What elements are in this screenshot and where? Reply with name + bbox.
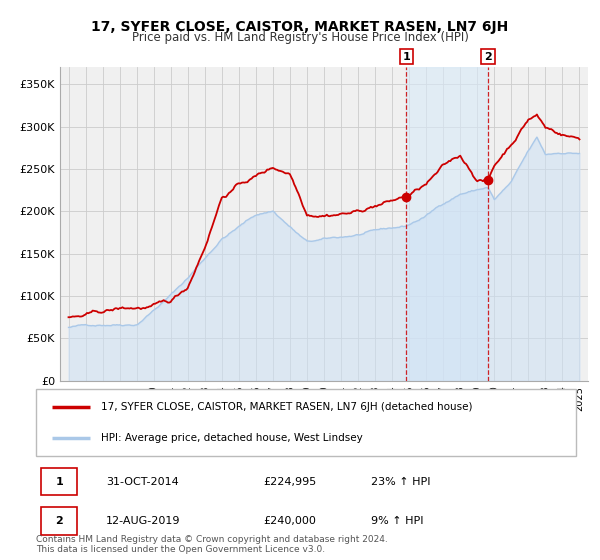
Text: £240,000: £240,000: [263, 516, 316, 526]
Text: 23% ↑ HPI: 23% ↑ HPI: [371, 477, 430, 487]
Text: Contains HM Land Registry data © Crown copyright and database right 2024.: Contains HM Land Registry data © Crown c…: [36, 535, 388, 544]
Text: 2: 2: [484, 52, 492, 62]
Text: This data is licensed under the Open Government Licence v3.0.: This data is licensed under the Open Gov…: [36, 545, 325, 554]
Text: 17, SYFER CLOSE, CAISTOR, MARKET RASEN, LN7 6JH: 17, SYFER CLOSE, CAISTOR, MARKET RASEN, …: [91, 20, 509, 34]
Text: 2: 2: [55, 516, 63, 526]
Text: £224,995: £224,995: [263, 477, 316, 487]
Text: Price paid vs. HM Land Registry's House Price Index (HPI): Price paid vs. HM Land Registry's House …: [131, 31, 469, 44]
FancyBboxPatch shape: [41, 507, 77, 534]
Text: 12-AUG-2019: 12-AUG-2019: [106, 516, 181, 526]
Text: HPI: Average price, detached house, West Lindsey: HPI: Average price, detached house, West…: [101, 433, 362, 444]
FancyBboxPatch shape: [36, 389, 576, 456]
FancyBboxPatch shape: [41, 468, 77, 496]
Text: 31-OCT-2014: 31-OCT-2014: [106, 477, 179, 487]
Text: 1: 1: [403, 52, 410, 62]
Text: 1: 1: [55, 477, 63, 487]
Bar: [406, 67, 488, 381]
Text: 17, SYFER CLOSE, CAISTOR, MARKET RASEN, LN7 6JH (detached house): 17, SYFER CLOSE, CAISTOR, MARKET RASEN, …: [101, 402, 472, 412]
Text: 9% ↑ HPI: 9% ↑ HPI: [371, 516, 424, 526]
